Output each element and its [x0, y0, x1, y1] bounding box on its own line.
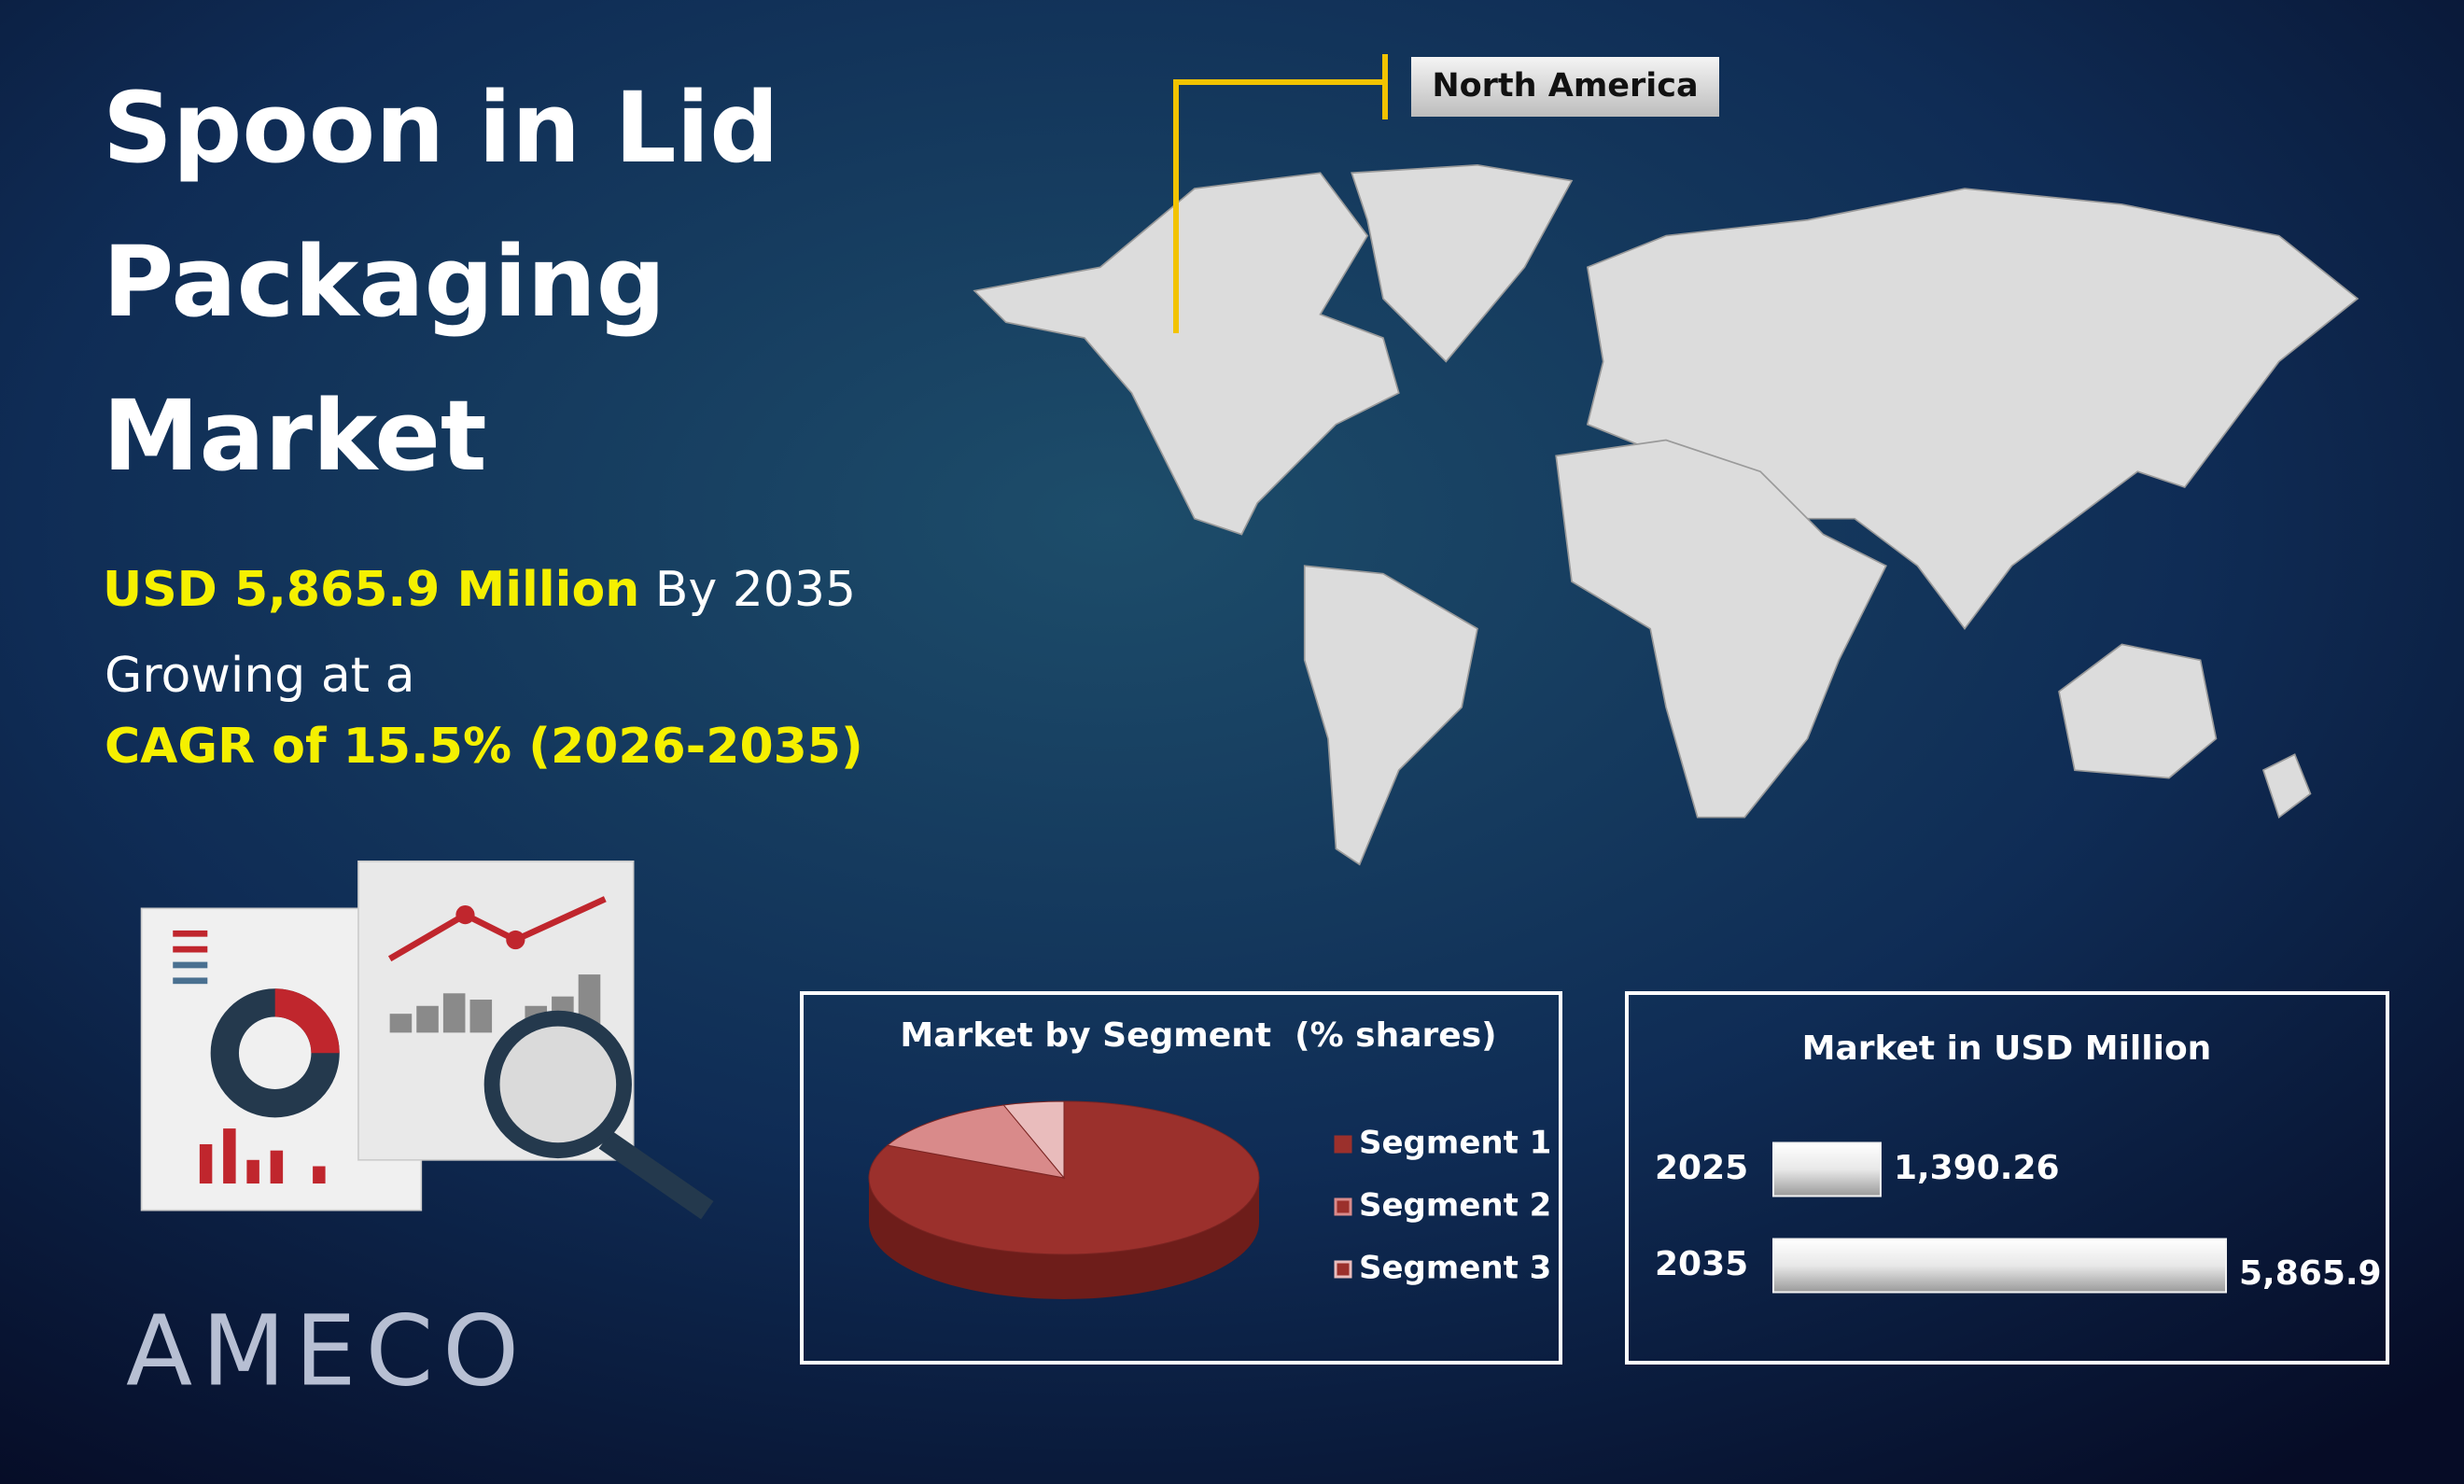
region-label: North America: [1432, 67, 1698, 105]
world-map: [973, 163, 2359, 866]
legend-label: Segment 2: [1359, 1187, 1551, 1225]
report-illustration: [140, 860, 714, 1220]
pie-frame: [800, 991, 1562, 1365]
value-label: 5,865.9: [2239, 1254, 2382, 1293]
title: Spoon in Lid Packaging Market: [103, 71, 779, 493]
bar: [1772, 1238, 2227, 1294]
legend-swatch: [1334, 1135, 1352, 1154]
headline-suffix: By 2035: [655, 562, 856, 618]
bar-title: Market in USD Million: [1802, 1029, 2212, 1068]
value-label: 1,390.26: [1894, 1149, 2060, 1187]
callout-line: [1173, 79, 1385, 333]
legend-swatch: [1334, 1260, 1352, 1279]
pie-title: Market by Segment (% shares): [900, 1016, 1496, 1055]
legend-label: Segment 1: [1359, 1125, 1551, 1162]
pie-slice: [886, 1104, 1066, 1179]
cagr: CAGR of 15.5% (2026-2035): [105, 719, 863, 775]
headline: USD 5,865.9 Million By 2035: [103, 562, 856, 618]
logo: AMECO: [126, 1294, 528, 1407]
headline-value: USD 5,865.9 Million: [103, 562, 639, 618]
category-label: 2025: [1655, 1149, 1748, 1187]
title-box: Spoon in Lid Packaging Market: [103, 71, 779, 493]
region-label-box: [1411, 57, 1719, 117]
bar-frame: [1625, 991, 2389, 1365]
legend-label: Segment 3: [1359, 1250, 1551, 1287]
pie-slice: [1002, 1100, 1065, 1180]
bar: [1772, 1141, 1882, 1197]
growth-intro: Growing at a: [105, 648, 414, 704]
legend-swatch: [1334, 1197, 1352, 1216]
category-label: 2035: [1655, 1245, 1748, 1283]
pie-side: [869, 1178, 1259, 1299]
